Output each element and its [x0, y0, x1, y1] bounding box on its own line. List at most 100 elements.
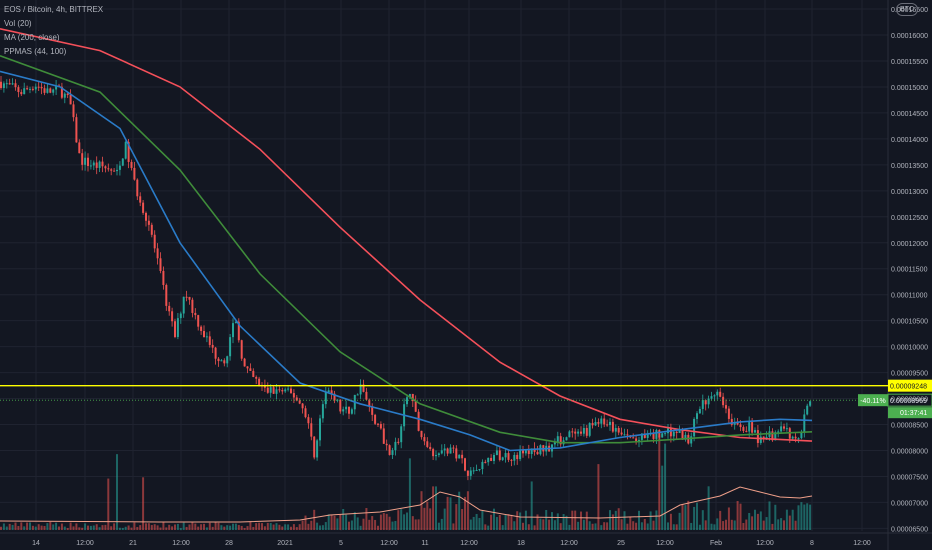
volume-bar [147, 523, 150, 530]
candle-body [20, 92, 23, 95]
candle-body [727, 408, 730, 419]
candle-body [307, 417, 310, 424]
price-tick-label: 0.00009500 [891, 371, 928, 378]
candle-body [324, 392, 327, 405]
last-price-label: 0.00008969 [890, 398, 927, 405]
volume-bar [580, 511, 582, 530]
volume-bar [426, 501, 429, 530]
price-tick-label: 0.00013500 [891, 163, 928, 170]
currency-badge[interactable]: BTC [896, 3, 918, 16]
candle-body [197, 315, 200, 327]
volume-bar [246, 526, 249, 530]
candle-body [95, 162, 98, 168]
candle-body [368, 399, 371, 407]
ma-indicator-label[interactable]: MA (200, close) [4, 33, 60, 42]
volume-bar [655, 510, 658, 530]
volume-indicator-label[interactable]: Vol (20) [4, 19, 32, 28]
volume-bar [0, 526, 2, 530]
volume-bar [319, 525, 321, 530]
candle-body [232, 323, 234, 338]
candle-body [756, 430, 759, 443]
volume-bar [408, 458, 411, 530]
candle-body [49, 88, 52, 93]
price-tick-label: 0.00012500 [891, 215, 928, 222]
time-tick-label: 2021 [277, 540, 293, 547]
candle-body [110, 169, 113, 171]
candle-body [316, 440, 319, 458]
volume-bar [232, 523, 234, 530]
volume-bar [585, 511, 588, 530]
volume-bar [165, 527, 168, 530]
time-tick-label: 21 [129, 540, 137, 547]
volume-bar [588, 521, 591, 530]
volume-bar [423, 507, 426, 530]
candle-body [493, 454, 495, 461]
change-badge [858, 394, 888, 407]
volume-bar [287, 524, 290, 530]
volume-bar [794, 520, 797, 530]
volume-bar [118, 527, 121, 530]
candle-body [359, 384, 362, 395]
candle-body [577, 431, 580, 434]
volume-bar [72, 526, 75, 530]
price-tick-label: 0.00015000 [891, 85, 928, 92]
candle-body [571, 431, 574, 433]
candle-body [118, 165, 121, 170]
volume-bar [350, 520, 353, 530]
candle-body [684, 434, 687, 440]
volume-bar [414, 519, 417, 530]
candle-body [52, 89, 55, 93]
candle-body [258, 378, 261, 386]
price-tick-label: 0.00006500 [891, 526, 928, 533]
candle-body [510, 459, 513, 461]
time-tick-label: 11 [421, 540, 428, 547]
volume-bar [333, 515, 336, 530]
candle-body [458, 454, 461, 459]
candle-body [139, 196, 142, 203]
volume-bar [156, 525, 159, 530]
candle-body [188, 296, 191, 300]
volume-bar [217, 522, 220, 530]
volume-bar [493, 508, 495, 530]
candle-body [785, 428, 788, 430]
volume-bar [736, 501, 739, 530]
candle-body [501, 457, 504, 460]
volume-ma-line [0, 486, 813, 523]
time-tick-label: 28 [225, 540, 233, 547]
volume-bar [55, 522, 58, 530]
price-axis[interactable]: 0.00016500 0.00016000 0.00015500 0.00015000… [891, 7, 928, 533]
candle-body [249, 368, 252, 371]
ppmas-indicator-label[interactable]: PPMAS (44, 100) [4, 47, 67, 56]
volume-bar [452, 523, 455, 530]
candle-body [553, 441, 556, 445]
volume-bar [420, 491, 423, 530]
candle-body [130, 161, 133, 168]
candle-body [14, 83, 17, 88]
volume-bar [133, 522, 136, 530]
time-axis[interactable]: 14 12:00 21 12:00 28 2021 5 12:00 11 12:00 18 12:00… [32, 540, 871, 547]
candle-body [809, 401, 812, 406]
candle-body [156, 248, 159, 259]
candle-body [31, 88, 34, 90]
volume-bar [310, 520, 313, 530]
volume-bar [176, 523, 179, 530]
volume-bar [14, 522, 17, 530]
symbol-label[interactable]: EOS / Bitcoin, 4h, BITTREX [4, 5, 104, 14]
candle-body [617, 427, 620, 433]
countdown-label: 01:37:41 [900, 410, 927, 417]
candle-body [46, 88, 49, 93]
candle-body [704, 400, 707, 405]
candle-body [429, 446, 432, 450]
volume-bar [107, 478, 110, 530]
volume-bar [252, 526, 255, 530]
volume-bar [661, 465, 664, 530]
volume-bar [316, 522, 319, 530]
candle-body [382, 428, 385, 444]
candle-body [69, 95, 72, 105]
volume-bar [342, 508, 345, 530]
volume-bar [684, 505, 687, 530]
volume-bar [490, 514, 493, 530]
volume-bar [646, 523, 649, 530]
candle-body [681, 429, 684, 440]
